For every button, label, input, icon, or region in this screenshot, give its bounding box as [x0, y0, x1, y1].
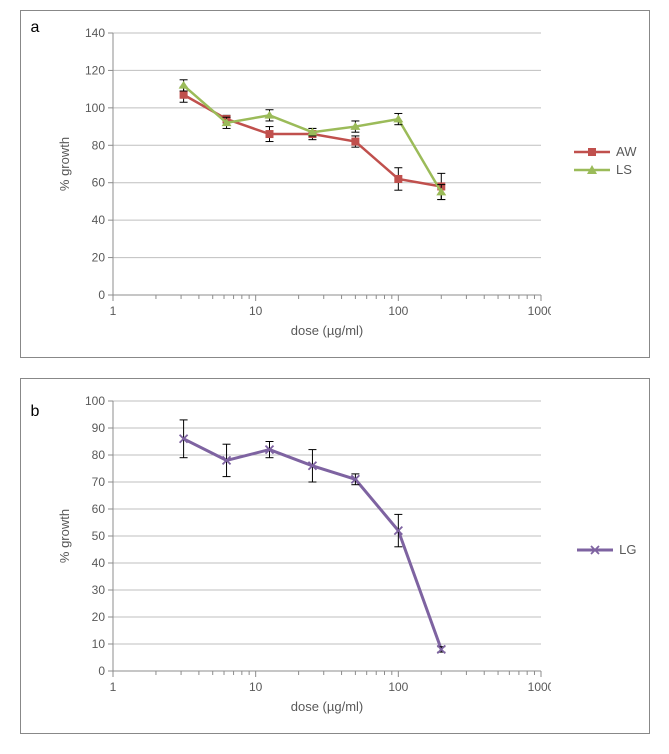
panel-b: b 01020304050607080901001101001000dose (… — [20, 378, 650, 734]
panel-b-chart: 01020304050607080901001101001000dose (µg… — [51, 389, 551, 727]
svg-text:120: 120 — [84, 63, 104, 77]
svg-text:100: 100 — [388, 304, 408, 318]
panel-a-legend: AW LS — [574, 141, 636, 180]
panel-a-chart: 0 20 40 60 80 100 120 140 1 10 100 1000 dose (µg/ml)… — [51, 21, 551, 351]
legend-label-ls: LS — [616, 162, 632, 177]
panel-a-label: a — [31, 19, 40, 37]
svg-text:1000: 1000 — [527, 304, 550, 318]
legend-mark-ls — [574, 163, 610, 177]
svg-text:0: 0 — [98, 664, 105, 678]
svg-text:1: 1 — [109, 680, 116, 694]
page-root: { "panelA": { "label": "a", "type": "lin… — [0, 0, 669, 754]
svg-text:% growth: % growth — [57, 137, 72, 191]
svg-text:30: 30 — [91, 583, 105, 597]
svg-text:140: 140 — [84, 26, 104, 40]
svg-text:60: 60 — [91, 502, 105, 516]
svg-text:80: 80 — [91, 138, 105, 152]
svg-text:1000: 1000 — [527, 680, 550, 694]
svg-text:90: 90 — [91, 421, 105, 435]
svg-text:40: 40 — [91, 556, 105, 570]
svg-text:10: 10 — [248, 680, 262, 694]
svg-text:1: 1 — [109, 304, 116, 318]
svg-text:10: 10 — [91, 637, 105, 651]
legend-row-aw: AW — [574, 144, 636, 159]
svg-text:dose (µg/ml): dose (µg/ml) — [290, 323, 363, 338]
legend-label-lg: LG — [619, 542, 636, 557]
legend-row-ls: LS — [574, 162, 636, 177]
panel-b-label: b — [31, 403, 40, 421]
legend-label-aw: AW — [616, 144, 636, 159]
svg-text:80: 80 — [91, 448, 105, 462]
panel-b-legend: LG — [577, 539, 636, 560]
svg-text:100: 100 — [388, 680, 408, 694]
svg-text:dose (µg/ml): dose (µg/ml) — [290, 699, 363, 714]
legend-row-lg: LG — [577, 542, 636, 557]
svg-text:60: 60 — [91, 176, 105, 190]
svg-text:% growth: % growth — [57, 509, 72, 563]
panel-a: a 0 20 40 60 80 100 120 140 1 10 100 1000 dose (µg/m… — [20, 10, 650, 358]
svg-text:100: 100 — [84, 101, 104, 115]
svg-text:40: 40 — [91, 213, 105, 227]
svg-text:50: 50 — [91, 529, 105, 543]
legend-mark-lg — [577, 543, 613, 557]
svg-text:70: 70 — [91, 475, 105, 489]
svg-text:0: 0 — [98, 288, 105, 302]
legend-mark-aw — [574, 145, 610, 159]
svg-text:20: 20 — [91, 610, 105, 624]
svg-text:100: 100 — [84, 394, 104, 408]
svg-text:10: 10 — [248, 304, 262, 318]
svg-text:20: 20 — [91, 251, 105, 265]
